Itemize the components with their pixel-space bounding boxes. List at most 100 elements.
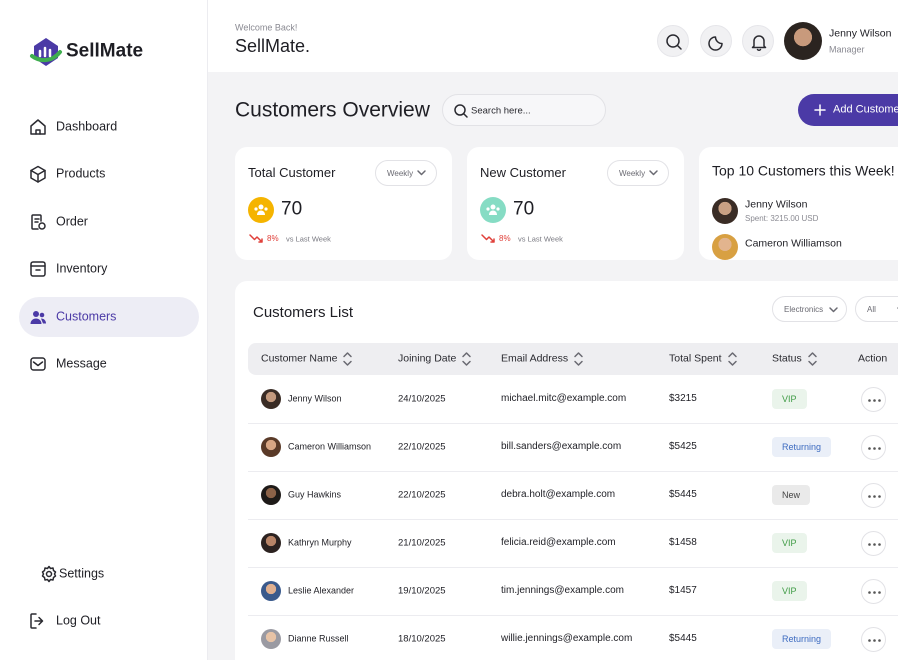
- total-spent: $5445: [669, 489, 697, 500]
- status-badge: VIP: [772, 581, 807, 601]
- nav-item[interactable]: Inventory: [19, 249, 199, 289]
- email-address: willie.jennings@example.com: [501, 633, 633, 644]
- filter-label: Electronics: [784, 305, 824, 315]
- stat-icon-glyph: [264, 207, 268, 211]
- brand-logo: [30, 50, 62, 63]
- row-divider: [248, 423, 898, 424]
- stat-icon-glyph: [486, 204, 500, 215]
- header-icon: [708, 36, 723, 51]
- nav-icon: [39, 312, 45, 318]
- nav-icon: [30, 311, 46, 324]
- nav-item[interactable]: Dashboard: [19, 107, 199, 147]
- nav-item[interactable]: Order: [19, 202, 199, 242]
- customer-avatar: [261, 533, 281, 553]
- action-dots: [868, 399, 881, 402]
- filter-select[interactable]: All: [855, 296, 898, 322]
- status-label: Returning: [782, 442, 822, 452]
- column-header[interactable]: Status: [772, 352, 802, 365]
- user-avatar[interactable]: [784, 22, 822, 60]
- action-dots: [878, 639, 881, 642]
- nav-icon: [30, 265, 46, 271]
- nav-icon: [41, 565, 57, 583]
- action-button[interactable]: [861, 531, 886, 556]
- stat-icon-glyph: [486, 207, 490, 211]
- action-dots: [873, 543, 876, 546]
- chevron: [649, 170, 658, 176]
- action-dots: [868, 543, 881, 546]
- joining-date: 22/10/2025: [398, 489, 446, 501]
- column-header[interactable]: Customer Name: [261, 352, 338, 365]
- search-box[interactable]: Search here...: [442, 94, 606, 126]
- nav-icon: [30, 318, 42, 324]
- action-dots: [868, 591, 881, 594]
- status-badge: Returning: [772, 629, 832, 649]
- email-address: michael.mitc@example.com: [501, 393, 627, 404]
- sort-icon: [808, 352, 817, 366]
- search-icon: [463, 113, 468, 118]
- action-dots: [873, 447, 876, 450]
- nav-item[interactable]: Customers: [19, 297, 199, 337]
- nav-icon: [30, 357, 46, 371]
- action-button[interactable]: [861, 627, 886, 652]
- email-address: bill.sanders@example.com: [501, 441, 622, 452]
- status-label: VIP: [782, 586, 797, 596]
- nav-icon: [30, 261, 46, 277]
- nav-item[interactable]: Log Out: [24, 603, 132, 639]
- icon-button[interactable]: [657, 25, 689, 57]
- nav-icon: [30, 165, 46, 183]
- sort-icon: [808, 352, 817, 366]
- action-button[interactable]: [861, 483, 886, 508]
- filter-select[interactable]: Electronics: [772, 296, 847, 322]
- nav-icon: [41, 565, 57, 583]
- status-badge: Returning: [772, 437, 832, 457]
- sort-icon: [728, 352, 737, 366]
- total-spent: $1458: [669, 537, 697, 548]
- nav-item[interactable]: Products: [19, 154, 199, 194]
- customer-avatar: [261, 485, 281, 505]
- action-dots: [878, 495, 881, 498]
- action-button[interactable]: [861, 579, 886, 604]
- column-header[interactable]: Total Spent: [669, 352, 722, 365]
- filter-label: All: [867, 305, 876, 315]
- period-label: Weekly: [387, 169, 414, 179]
- stat-title: New Customer: [480, 165, 566, 181]
- status-label: New: [782, 490, 801, 500]
- header-icon: [666, 34, 680, 48]
- action-dots: [868, 495, 871, 498]
- list-title: Customers List: [253, 304, 354, 321]
- brand-logo: [38, 46, 52, 58]
- sort-icon: [343, 352, 352, 366]
- add-button[interactable]: Add Customer: [798, 94, 898, 126]
- header-icon: [751, 35, 767, 49]
- row-divider: [248, 567, 898, 568]
- nav-item[interactable]: Message: [19, 344, 199, 384]
- add-icon: [814, 104, 826, 116]
- period-select[interactable]: Weekly: [607, 160, 669, 186]
- action-dots: [868, 447, 881, 450]
- customer-avatar: [261, 581, 281, 601]
- status-badge: New: [772, 485, 811, 505]
- stat-title: Total Customer: [248, 165, 336, 181]
- customer-name: Leslie Alexander: [288, 585, 355, 596]
- action-button[interactable]: [861, 435, 886, 460]
- period-select[interactable]: Weekly: [375, 160, 437, 186]
- action-button[interactable]: [861, 387, 886, 412]
- icon-button[interactable]: [742, 25, 774, 57]
- email-address: debra.holt@example.com: [501, 489, 616, 500]
- action-dots: [868, 495, 881, 498]
- nav-label: Customers: [56, 309, 117, 324]
- row-divider: [248, 519, 898, 520]
- nav-label: Settings: [59, 566, 105, 581]
- header-title: SellMate.: [235, 36, 311, 57]
- nav-item[interactable]: Settings: [36, 556, 135, 592]
- sort-icon: [462, 352, 471, 366]
- action-dots: [868, 399, 871, 402]
- column-header[interactable]: Email Address: [501, 352, 569, 365]
- stat-card: Total Customer Weekly 70 8% vs Last Week: [235, 147, 452, 260]
- nav-icon: [31, 214, 42, 230]
- column-header[interactable]: Joining Date: [398, 352, 457, 365]
- action-dots: [868, 639, 881, 642]
- trend-icon: [249, 234, 263, 243]
- sort-icon: [343, 352, 352, 366]
- icon-button[interactable]: [700, 25, 732, 57]
